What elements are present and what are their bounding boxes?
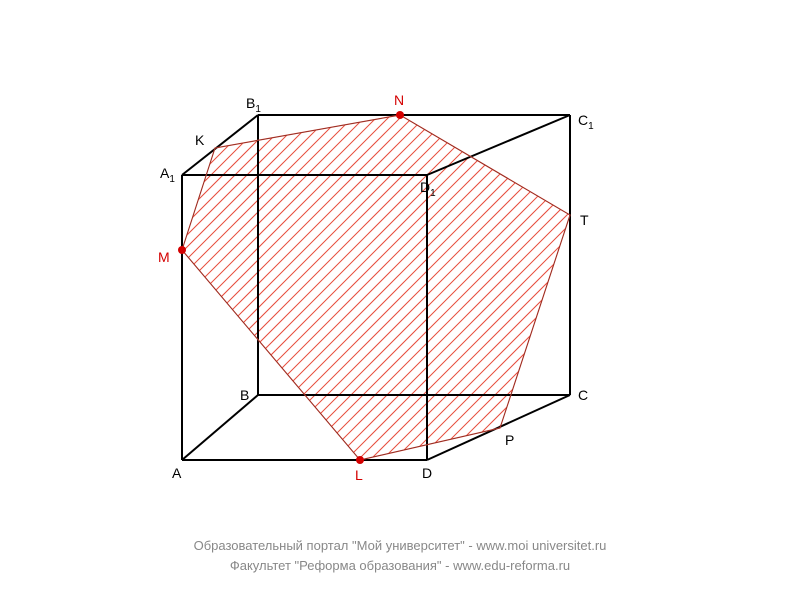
diagram-svg: A B C D A1 B1 C1 D1 M K N T P L xyxy=(0,0,800,600)
svg-text:C1: C1 xyxy=(578,112,594,132)
svg-text:T: T xyxy=(580,212,589,228)
svg-text:L: L xyxy=(355,467,363,483)
svg-text:P: P xyxy=(505,432,514,448)
section-outline xyxy=(182,115,570,460)
svg-text:D: D xyxy=(422,465,432,481)
svg-text:A1: A1 xyxy=(160,165,175,185)
svg-text:C: C xyxy=(578,387,588,403)
cube-edges xyxy=(182,115,570,460)
svg-text:B: B xyxy=(240,387,249,403)
svg-text:N: N xyxy=(394,92,404,108)
footer-line-1: Образовательный портал "Мой университет"… xyxy=(0,536,800,556)
footer-attribution: Образовательный портал "Мой университет"… xyxy=(0,536,800,575)
svg-text:M: M xyxy=(158,249,170,265)
hatch-fill xyxy=(0,80,800,490)
svg-text:A: A xyxy=(172,465,182,481)
svg-text:D1: D1 xyxy=(420,179,436,199)
svg-text:B1: B1 xyxy=(246,95,261,115)
svg-text:K: K xyxy=(195,132,205,148)
footer-line-2: Факультет "Реформа образования" - www.ed… xyxy=(0,556,800,576)
geometry-diagram: A B C D A1 B1 C1 D1 M K N T P L xyxy=(0,0,800,600)
